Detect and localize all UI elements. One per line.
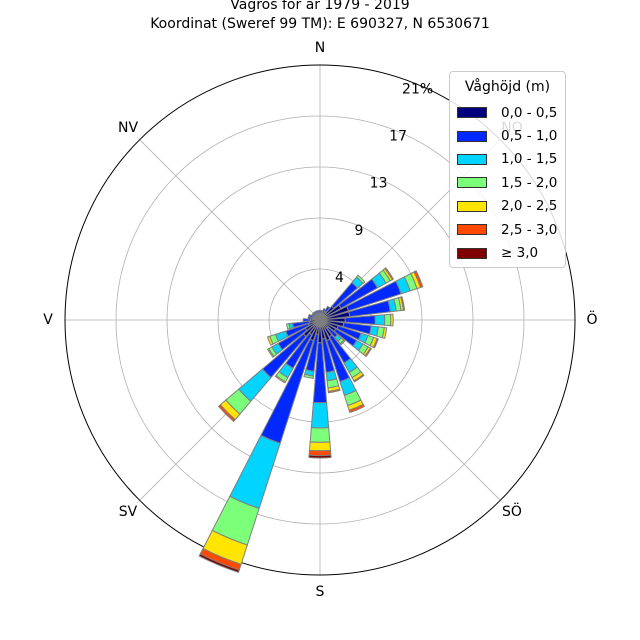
legend-label: 1,5 - 2,0 <box>501 174 558 191</box>
legend-swatch <box>457 130 487 142</box>
rose-bar-segment <box>355 274 366 285</box>
rose-bar-segment <box>286 323 291 330</box>
rose-bar-segment <box>390 313 394 327</box>
legend-item: 1,5 - 2,0 <box>450 171 565 194</box>
rose-bar-segment <box>374 314 386 326</box>
rose-bar-segment <box>327 388 341 394</box>
rose-bar-segment <box>400 296 406 311</box>
legend-swatch <box>457 177 487 189</box>
rose-bar-segment <box>308 449 332 457</box>
legend-item: ≥ 3,0 <box>450 241 565 264</box>
legend-item: 0,5 - 1,0 <box>450 124 565 147</box>
legend-swatch <box>457 153 487 165</box>
legend-label: 0,5 - 1,0 <box>501 128 558 145</box>
rose-bar-segment <box>229 434 281 510</box>
direction-label: SV <box>119 504 138 520</box>
legend-swatch <box>457 224 487 236</box>
direction-label: V <box>43 312 53 328</box>
rose-bar-segment <box>309 427 331 443</box>
rose-bar-segment <box>384 313 392 327</box>
legend-label: 2,5 - 3,0 <box>501 221 558 238</box>
radial-tick-label: 17 <box>389 129 407 145</box>
rose-bar-segment <box>266 335 274 346</box>
rose-bar-segment <box>384 267 395 281</box>
rose-bar-segment <box>198 553 240 573</box>
direction-label: SÖ <box>502 502 522 520</box>
legend-item: 1,0 - 1,5 <box>450 148 565 171</box>
radial-tick-label: 13 <box>370 176 388 192</box>
radial-tick-label: 4 <box>335 270 344 286</box>
legend-item: 0,0 - 0,5 <box>450 101 565 124</box>
chart-title: Vågros för år 1979 - 2019 <box>230 0 410 13</box>
ring-gridline <box>115 115 525 525</box>
rose-bar-segment <box>353 373 365 383</box>
rose-bar-segment <box>381 326 388 339</box>
radial-gridline <box>319 319 501 501</box>
direction-label: N <box>315 40 325 56</box>
legend-label: 1,0 - 1,5 <box>501 151 558 168</box>
rose-bars <box>198 267 424 573</box>
rose-bar-segment <box>303 373 315 379</box>
legend-title: Våghöjd (m) <box>464 79 551 95</box>
legend-label: ≥ 3,0 <box>501 245 539 262</box>
legend-item: 2,5 - 3,0 <box>450 218 565 241</box>
ring-gridline <box>166 166 474 474</box>
rose-bar-segment <box>364 347 373 358</box>
radial-gridline <box>139 139 321 321</box>
rose-bar-segment <box>372 337 379 349</box>
direction-label: Ö <box>586 310 597 328</box>
legend-item: 2,0 - 2,5 <box>450 195 565 218</box>
legend-swatch <box>457 247 487 259</box>
rose-bar-segment <box>217 404 236 423</box>
direction-label: NV <box>118 120 138 136</box>
rose-bar-segment <box>413 270 424 289</box>
legend-swatch <box>457 200 487 212</box>
radial-tick-label: 21% <box>402 81 433 97</box>
legend-swatch <box>457 107 487 119</box>
radial-tick-label: 9 <box>355 223 364 239</box>
chart-subtitle: Koordinat (Sweref 99 TM): E 690327, N 65… <box>150 16 490 32</box>
chart-title-block: Vågros för år 1979 - 2019 Koordinat (Swe… <box>0 0 640 34</box>
rose-bar-segment <box>266 347 275 358</box>
legend: Våghöjd (m) 0,0 - 0,5 0,5 - 1,0 1,0 - 1,5 1… <box>449 71 566 268</box>
direction-label: S <box>316 584 325 600</box>
outer-ring <box>64 64 576 576</box>
rose-bar-segment <box>310 401 330 429</box>
rose-bar-segment <box>308 454 332 459</box>
legend-label: 0,0 - 0,5 <box>501 104 558 121</box>
rose-bar-segment <box>274 374 287 384</box>
rose-bar-segment <box>316 309 320 315</box>
rose-bar-segment <box>348 403 365 414</box>
rose-bar-segment <box>308 441 332 452</box>
rose-bar-segment <box>339 339 346 346</box>
legend-label: 2,0 - 2,5 <box>501 198 558 215</box>
